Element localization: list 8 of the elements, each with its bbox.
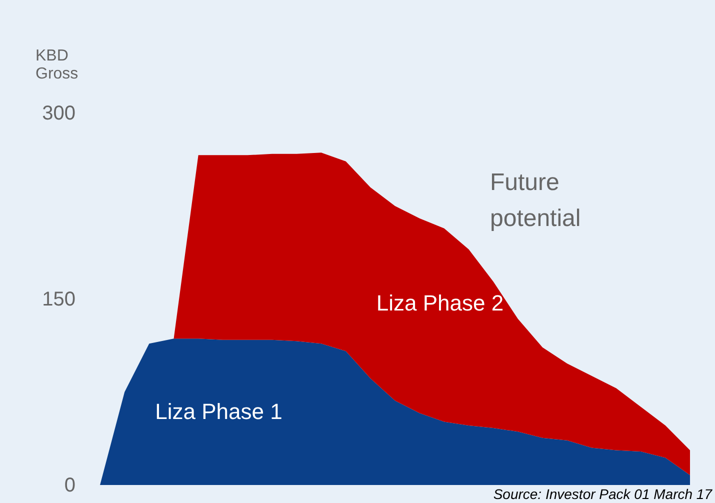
y-axis-title: KBD Gross: [36, 48, 78, 82]
y-tick-label: 150: [42, 288, 76, 310]
y-tick-label: 0: [64, 474, 76, 496]
source-note: Source: Investor Pack 01 March 17: [493, 486, 714, 502]
series-label: Liza Phase 2: [376, 290, 504, 316]
y-tick-label: 300: [42, 102, 76, 124]
annotation: Future potential: [490, 169, 581, 232]
series-label: Liza Phase 1: [155, 398, 282, 424]
